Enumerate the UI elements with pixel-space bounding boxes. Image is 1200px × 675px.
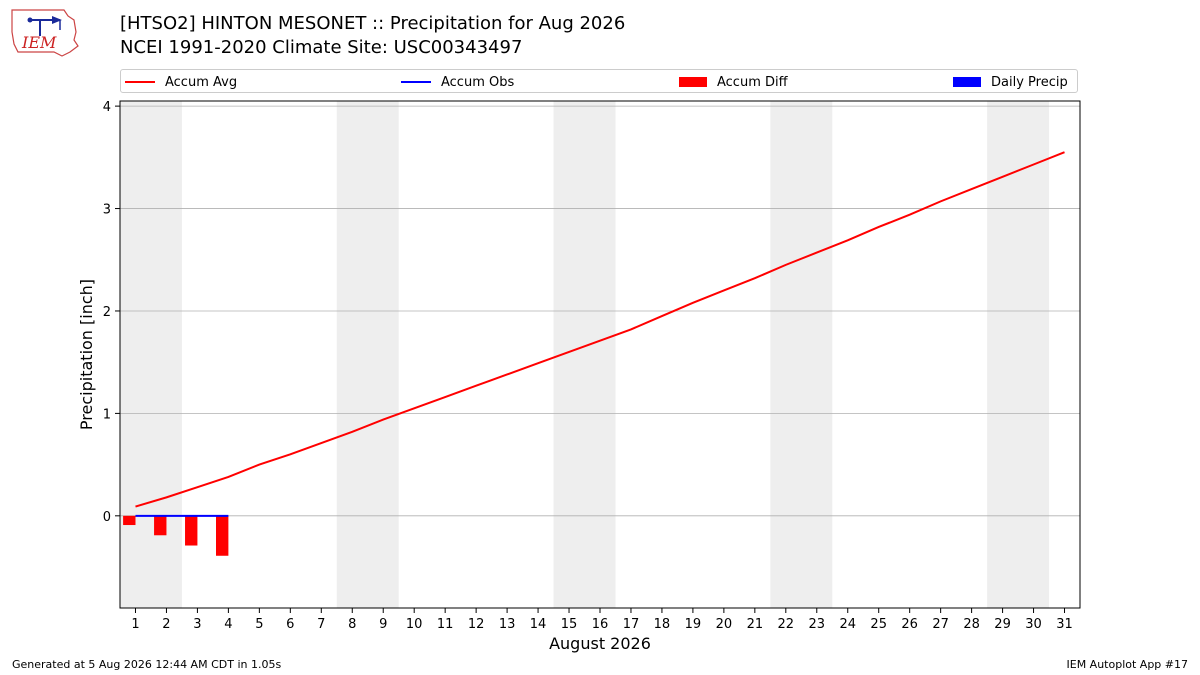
x-tick-label: 11	[437, 617, 454, 632]
iem-logo-graphic: IEM	[11, 9, 79, 57]
bars	[123, 515, 229, 556]
x-axis-label: August 2026	[549, 634, 651, 653]
weekend-shade-1	[120, 101, 182, 608]
y-axis-ticks: 0 1 2 3 4	[103, 100, 120, 525]
weekend-shading	[120, 101, 1050, 608]
footer-app: IEM Autoplot App #17	[1066, 658, 1189, 671]
x-tick-label: 21	[747, 617, 764, 632]
weekend-shade-4	[770, 101, 833, 608]
weekend-shade-5	[987, 101, 1050, 608]
x-tick-label: 6	[286, 617, 294, 632]
chart-legend: Accum Avg Accum Obs Accum Diff Daily Pre…	[120, 69, 1078, 93]
x-tick-label: 29	[994, 617, 1011, 632]
x-tick-label: 9	[379, 617, 387, 632]
iem-logo: IEM	[8, 6, 80, 58]
legend-label-accum-avg: Accum Avg	[165, 74, 238, 90]
accum-diff-bar	[216, 515, 229, 556]
y-tick-label: 2	[103, 305, 111, 320]
legend-label-daily-precip: Daily Precip	[991, 74, 1068, 90]
legend-item-accum-obs: Accum Obs	[401, 70, 514, 94]
y-tick-label: 3	[103, 203, 111, 218]
x-tick-label: 2	[162, 617, 170, 632]
legend-item-accum-avg: Accum Avg	[125, 70, 237, 94]
x-tick-label: 5	[255, 617, 263, 632]
x-tick-label: 13	[499, 617, 516, 632]
x-tick-label: 22	[778, 617, 795, 632]
legend-item-daily-precip: Daily Precip	[953, 70, 1068, 94]
x-tick-label: 7	[317, 617, 325, 632]
x-tick-label: 18	[654, 617, 671, 632]
y-tick-label: 0	[103, 510, 111, 525]
footer-generated: Generated at 5 Aug 2026 12:44 AM CDT in …	[12, 658, 282, 671]
x-tick-label: 24	[839, 617, 856, 632]
chart-subtitle: NCEI 1991-2020 Climate Site: USC00343497	[120, 37, 523, 58]
lines	[135, 151, 1065, 517]
y-tick-label: 1	[103, 407, 111, 422]
legend-swatch-accum-avg	[125, 81, 155, 83]
accum-avg-line	[135, 151, 1065, 508]
x-tick-label: 4	[224, 617, 232, 632]
grid-lines	[120, 105, 1080, 517]
legend-swatch-accum-diff	[679, 77, 707, 87]
x-tick-label: 28	[963, 617, 980, 632]
x-tick-label: 14	[530, 617, 547, 632]
legend-label-accum-obs: Accum Obs	[441, 74, 515, 90]
accum-diff-bar	[154, 515, 167, 536]
weekend-shade-2	[336, 101, 399, 608]
legend-label-accum-diff: Accum Diff	[717, 74, 788, 90]
x-axis-ticks: 1 2 3 4 5 6 7 8 9 10 11 12 13 14 15 16 17 18 19 20 21 22 23 24 2…	[131, 608, 1073, 632]
x-tick-label: 3	[193, 617, 201, 632]
y-tick-label: 4	[103, 100, 111, 115]
legend-item-accum-diff: Accum Diff	[679, 70, 788, 94]
x-tick-label: 20	[716, 617, 733, 632]
legend-swatch-daily-precip	[953, 77, 981, 87]
iem-logo-text: IEM	[21, 33, 57, 52]
x-tick-label: 27	[932, 617, 949, 632]
x-tick-label: 1	[131, 617, 139, 632]
x-tick-label: 16	[592, 617, 609, 632]
x-tick-label: 31	[1056, 617, 1073, 632]
x-tick-label: 10	[406, 617, 423, 632]
legend-swatch-accum-obs	[401, 81, 431, 83]
x-tick-label: 15	[561, 617, 578, 632]
x-tick-label: 19	[685, 617, 702, 632]
x-tick-label: 17	[623, 617, 640, 632]
x-tick-label: 25	[870, 617, 887, 632]
chart-title: [HTSO2] HINTON MESONET :: Precipitation …	[120, 13, 626, 34]
accum-diff-bar	[185, 515, 198, 546]
x-tick-label: 12	[468, 617, 485, 632]
x-tick-label: 23	[809, 617, 826, 632]
accum-diff-bar	[123, 515, 136, 526]
x-tick-label: 26	[901, 617, 918, 632]
x-tick-label: 8	[348, 617, 356, 632]
x-tick-label: 30	[1025, 617, 1042, 632]
y-axis-label: Precipitation [inch]	[77, 279, 96, 430]
